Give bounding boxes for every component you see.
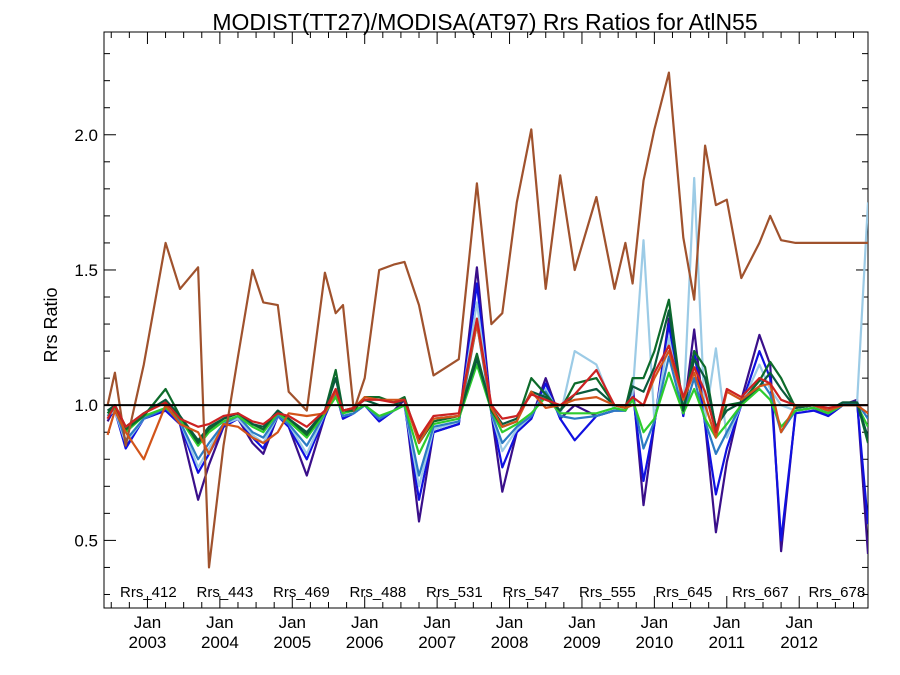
legend-item-rrs-412: Rrs_412 (120, 584, 177, 601)
legend-item-rrs-645: Rrs_645 (656, 584, 713, 601)
x-tick-month: Jan (785, 613, 812, 632)
x-tick-year: 2011 (709, 633, 746, 652)
legend: Rrs_412 Rrs_443 Rrs_469 Rrs_488 Rrs_531 Rrs_5… (120, 584, 865, 601)
series-line-rrs-678 (106, 317, 868, 439)
x-tick-month: Jan (423, 613, 450, 632)
series-line-rrs-469 (106, 176, 868, 488)
legend-item-rrs-531: Rrs_531 (426, 584, 483, 601)
x-tick-year: 2006 (346, 633, 384, 652)
plot-frame (103, 31, 869, 609)
legend-item-rrs-678: Rrs_678 (809, 584, 866, 601)
legend-item-rrs-443: Rrs_443 (197, 584, 254, 601)
legend-item-rrs-488: Rrs_488 (350, 584, 407, 601)
chart-title: MODIST(TT27)/MODISA(AT97) Rrs Ratios for… (212, 9, 757, 35)
x-tick-year: 2009 (563, 633, 601, 652)
plot-area (103, 31, 869, 609)
legend-item-rrs-555: Rrs_555 (579, 584, 636, 601)
x-tick-month: Jan (713, 613, 740, 632)
legend-item-rrs-667: Rrs_667 (732, 584, 789, 601)
x-tick-year: 2010 (635, 633, 673, 652)
legend-item-rrs-547: Rrs_547 (503, 584, 560, 601)
x-tick-month: Jan (496, 613, 523, 632)
x-tick-year: 2003 (129, 633, 167, 652)
series-lines (104, 71, 868, 569)
series-line-rrs-645 (106, 71, 868, 569)
series-line-rrs-412 (106, 266, 868, 554)
y-tick-label: 2.0 (74, 126, 98, 145)
x-tick-year: 2012 (780, 633, 818, 652)
x-tick-month: Jan (206, 613, 233, 632)
x-tick-month: Jan (568, 613, 595, 632)
y-tick-label: 1.5 (74, 261, 98, 280)
x-tick-year: 2007 (418, 633, 456, 652)
axis-ticks: 0.51.01.52.0Jan2003Jan2004Jan2005Jan2006… (74, 32, 868, 652)
series-line-rrs-443 (106, 282, 868, 542)
x-tick-month: Jan (134, 613, 161, 632)
x-tick-year: 2004 (201, 633, 239, 652)
x-tick-month: Jan (641, 613, 668, 632)
x-tick-month: Jan (279, 613, 306, 632)
x-tick-year: 2005 (273, 633, 311, 652)
x-tick-month: Jan (351, 613, 378, 632)
legend-item-rrs-469: Rrs_469 (273, 584, 330, 601)
y-axis-label: Rrs Ratio (41, 287, 61, 362)
y-tick-label: 1.0 (74, 396, 98, 415)
series-line-rrs-667 (106, 323, 868, 461)
series-line-rrs-531 (106, 363, 868, 455)
y-tick-label: 0.5 (74, 531, 98, 550)
x-tick-year: 2008 (491, 633, 529, 652)
series-group (104, 71, 868, 569)
